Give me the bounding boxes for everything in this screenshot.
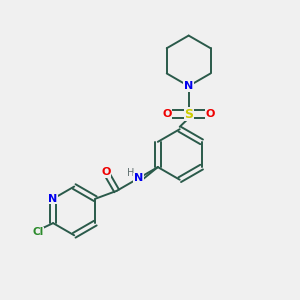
Text: N: N (184, 81, 193, 91)
Text: N: N (134, 173, 143, 183)
Text: H: H (128, 168, 135, 178)
Text: O: O (163, 109, 172, 119)
Text: Cl: Cl (32, 227, 43, 237)
Text: O: O (206, 109, 215, 119)
Text: N: N (49, 194, 58, 204)
Text: O: O (101, 167, 110, 177)
Text: S: S (184, 108, 193, 121)
